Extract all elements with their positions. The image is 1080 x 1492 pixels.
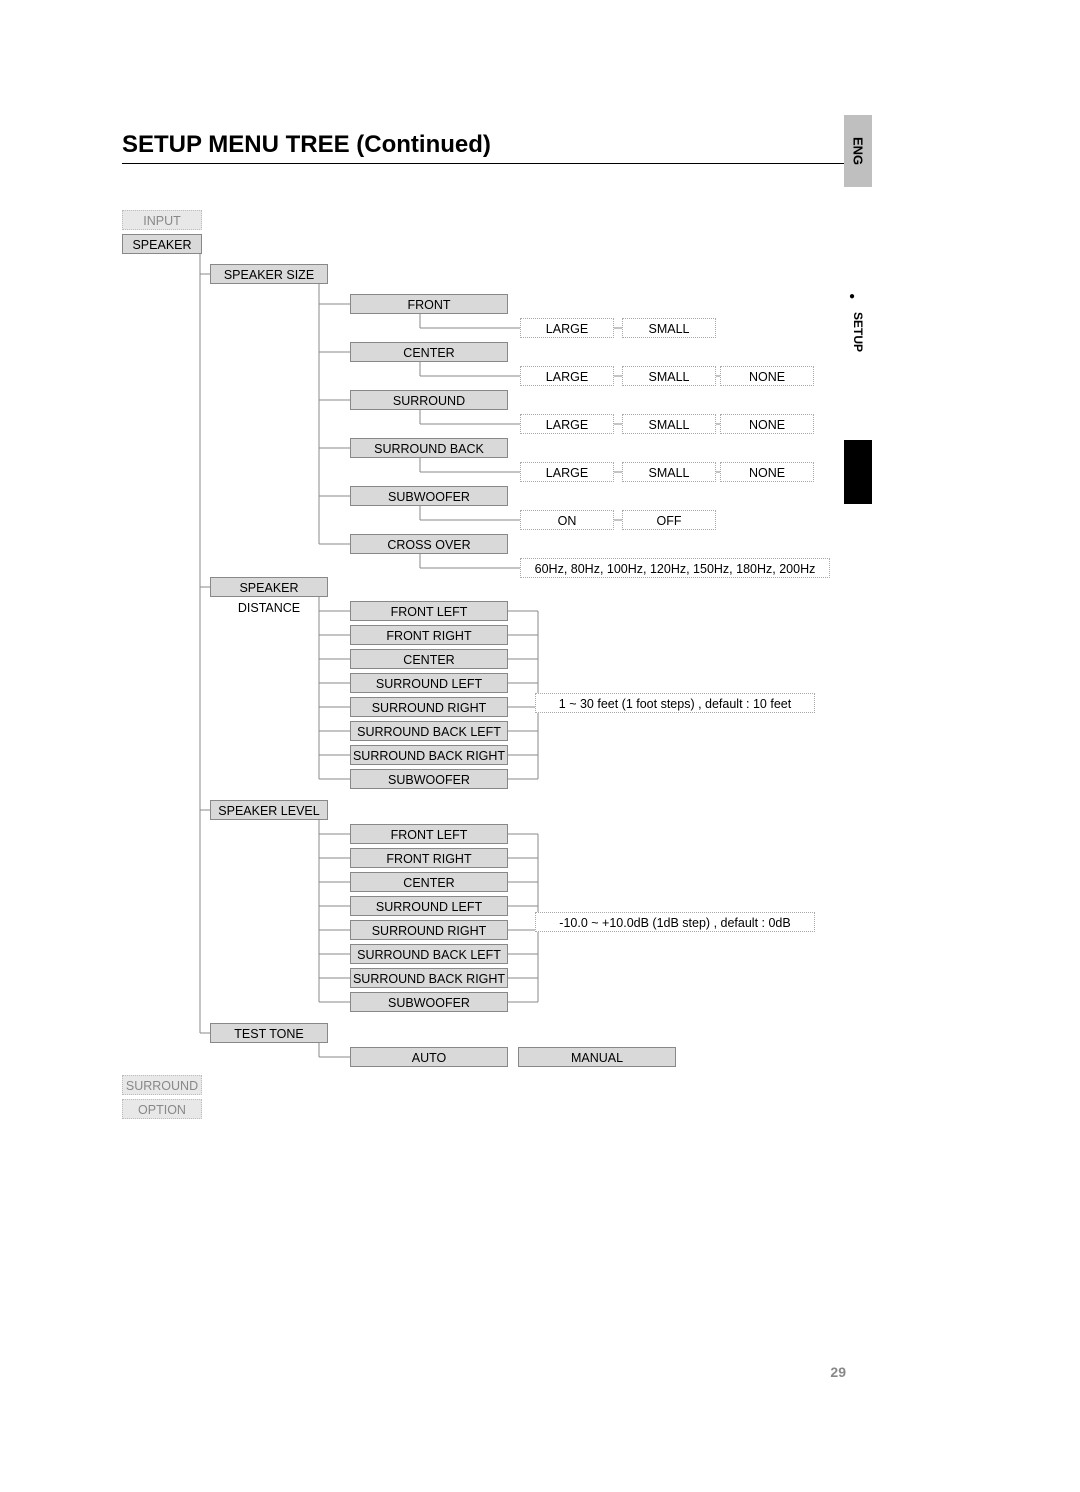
speaker-distance-item-4: SURROUND RIGHT <box>350 697 508 717</box>
speaker-size-1-opt-1: SMALL <box>622 366 716 386</box>
speaker-level-item-6: SURROUND BACK RIGHT <box>350 968 508 988</box>
setup-bullet-icon: ● <box>849 291 855 302</box>
speaker-distance-value: 1 ~ 30 feet (1 foot steps) , default : 1… <box>535 693 815 713</box>
test-tone-manual: MANUAL <box>518 1047 676 1067</box>
language-tab: ENG <box>844 115 872 187</box>
speaker-level-item-7: SUBWOOFER <box>350 992 508 1012</box>
speaker-distance-item-3: SURROUND LEFT <box>350 673 508 693</box>
speaker-size-4-opt-1: OFF <box>622 510 716 530</box>
speaker-size-2-opt-0: LARGE <box>520 414 614 434</box>
speaker-level-item-5: SURROUND BACK LEFT <box>350 944 508 964</box>
speaker-size-3-opt-1: SMALL <box>622 462 716 482</box>
speaker-size-2-opt-1: SMALL <box>622 414 716 434</box>
branch-test_tone: TEST TONE <box>210 1023 328 1043</box>
branch-speaker_size: SPEAKER SIZE <box>210 264 328 284</box>
speaker-size-3: SURROUND BACK <box>350 438 508 458</box>
branch-speaker_level: SPEAKER LEVEL <box>210 800 328 820</box>
speaker-size-2: SURROUND <box>350 390 508 410</box>
speaker-distance-item-0: FRONT LEFT <box>350 601 508 621</box>
speaker-distance-item-2: CENTER <box>350 649 508 669</box>
section-tab: SETUP <box>844 302 872 362</box>
page-number: 29 <box>830 1364 846 1380</box>
speaker-size-4-opt-0: ON <box>520 510 614 530</box>
section-tab-label: SETUP <box>851 312 865 352</box>
ghost-input: INPUT <box>122 210 202 230</box>
speaker-level-value: -10.0 ~ +10.0dB (1dB step) , default : 0… <box>535 912 815 932</box>
page-title: SETUP MENU TREE (Continued) <box>122 131 852 164</box>
speaker-size-5-value: 60Hz, 80Hz, 100Hz, 120Hz, 150Hz, 180Hz, … <box>520 558 830 578</box>
speaker-size-2-opt-2: NONE <box>720 414 814 434</box>
root-speaker: SPEAKER <box>122 234 202 254</box>
speaker-size-3-opt-0: LARGE <box>520 462 614 482</box>
speaker-size-1-opt-2: NONE <box>720 366 814 386</box>
speaker-distance-item-1: FRONT RIGHT <box>350 625 508 645</box>
speaker-size-4: SUBWOOFER <box>350 486 508 506</box>
ghost-option: OPTION <box>122 1099 202 1119</box>
black-tab-marker <box>844 440 872 504</box>
speaker-size-1-opt-0: LARGE <box>520 366 614 386</box>
speaker-level-item-2: CENTER <box>350 872 508 892</box>
test-tone-auto: AUTO <box>350 1047 508 1067</box>
speaker-size-0-opt-1: SMALL <box>622 318 716 338</box>
speaker-level-item-1: FRONT RIGHT <box>350 848 508 868</box>
speaker-size-0: FRONT <box>350 294 508 314</box>
speaker-distance-item-6: SURROUND BACK RIGHT <box>350 745 508 765</box>
speaker-size-1: CENTER <box>350 342 508 362</box>
language-tab-label: ENG <box>851 137 866 165</box>
speaker-distance-item-7: SUBWOOFER <box>350 769 508 789</box>
speaker-size-3-opt-2: NONE <box>720 462 814 482</box>
speaker-level-item-4: SURROUND RIGHT <box>350 920 508 940</box>
branch-speaker_distance: SPEAKER DISTANCE <box>210 577 328 597</box>
speaker-level-item-0: FRONT LEFT <box>350 824 508 844</box>
speaker-level-item-3: SURROUND LEFT <box>350 896 508 916</box>
speaker-distance-item-5: SURROUND BACK LEFT <box>350 721 508 741</box>
speaker-size-0-opt-0: LARGE <box>520 318 614 338</box>
ghost-surround: SURROUND <box>122 1075 202 1095</box>
speaker-size-5: CROSS OVER <box>350 534 508 554</box>
